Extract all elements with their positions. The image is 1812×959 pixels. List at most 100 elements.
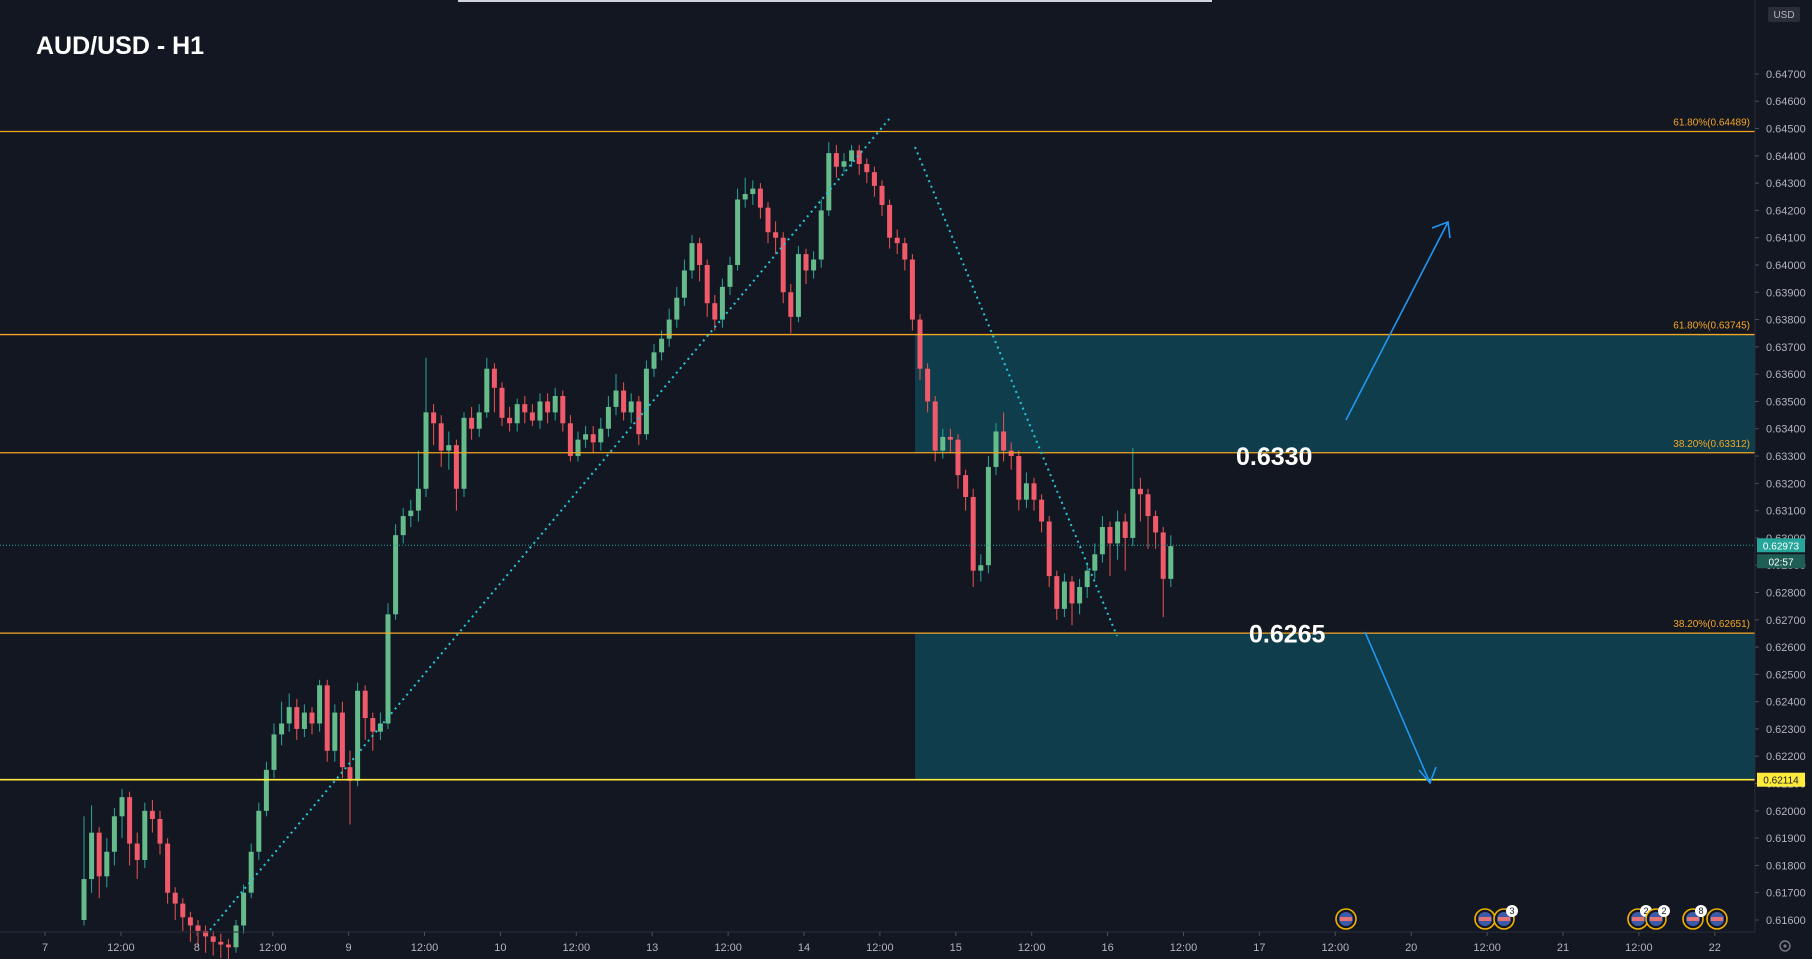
time-tick-label: 12:00 [1473,942,1501,954]
candle-body [165,843,171,893]
time-tick-label: 21 [1557,942,1569,954]
candle-body [833,153,839,167]
price-tick-label: 0.61800 [1766,860,1806,872]
candle-body [856,150,862,165]
settings-icon[interactable] [1779,940,1791,952]
candle-body [309,712,315,724]
candle-body [469,417,475,429]
candle-body [864,164,870,173]
time-tick-label: 14 [798,942,810,954]
event-count-badge [1695,905,1707,917]
trendline-down[interactable] [914,146,1118,637]
candle-body [225,944,231,948]
candle-body [537,401,543,421]
candle-body [248,851,254,893]
usd-badge-bg [1768,7,1800,22]
candle-body [81,879,87,920]
price-tick-label: 0.64000 [1766,260,1806,272]
candle-body [453,445,459,489]
arrow-up-head [1431,220,1451,239]
candle-body [415,488,421,511]
candle-body [742,194,748,200]
price-tick-label: 0.62400 [1766,697,1806,709]
candle-body [1107,526,1113,544]
candle-body [127,797,133,844]
levels-layer: 61.80%(0.64489) 61.80%(0.63745) 38.20%(0.6… [0,118,1755,781]
candle-body [795,254,801,317]
candle-body [575,439,581,457]
candle-body [1153,516,1159,533]
time-tick-label: 15 [950,942,962,954]
level-annotation: 0.6330 [1236,443,1312,471]
candle-body [96,832,102,877]
current-price-tag [1757,538,1805,553]
trendline-up[interactable] [209,117,891,931]
candle-body [583,434,589,440]
candle-body [187,917,193,926]
candle-body [218,941,224,945]
candle-body [735,199,741,265]
price-tick-label: 0.61700 [1766,888,1806,900]
usd-badge-label: USD [1773,10,1794,21]
candle-body [849,150,855,162]
arrow-down-head [1418,766,1437,785]
candle-body [613,390,619,407]
time-tick-label: 12:00 [1322,942,1350,954]
candle-body [697,243,703,265]
price-tick-label: 0.63600 [1766,369,1806,381]
candle-body [263,769,269,811]
settings-gear-hub [1783,944,1787,948]
candle-body [993,431,999,467]
level-annotation: 0.6265 [1249,620,1326,648]
time-tick-label: 8 [194,942,200,954]
arrow-down[interactable] [1364,631,1431,784]
candle-body [370,718,376,732]
candle-body [1046,521,1052,577]
candle-body [712,303,718,320]
candle-body [1054,576,1060,609]
candle-body [507,417,513,424]
candle-body [339,712,345,768]
candle-body [294,707,300,729]
time-axis[interactable]: 7 12:00 8 12:00 9 12:00 10 12:00 13 12:00 14 12:00 1… [0,931,1755,954]
candle-body [788,292,794,317]
candle-body [476,412,482,429]
price-tick-label: 0.63700 [1766,342,1806,354]
candle-body [1122,521,1128,538]
candle-body [643,368,649,435]
arrow-up[interactable] [1345,221,1449,421]
candle-body [529,412,535,421]
candle-body [940,436,946,451]
candle-body [826,153,832,211]
candle-body [180,903,186,918]
zones-layer [915,334,1755,780]
candle-body [241,892,247,926]
time-tick-label: 12:00 [259,942,287,954]
price-labels-layer: 0.62114 0.62973 02:57 [1757,538,1805,787]
candle-body [902,243,908,260]
candle-body [666,319,672,339]
events-layer: 3 2 2 8 [1335,905,1728,930]
candle-body [1092,554,1098,571]
candle-body [332,712,338,751]
candle-body [780,237,786,293]
usd-badge[interactable]: USD [1768,7,1800,22]
price-tick-label: 0.63500 [1766,396,1806,408]
candle-body [681,270,687,298]
time-tick-label: 20 [1405,942,1417,954]
candle-body [674,297,680,320]
candle-body [871,172,877,186]
candle-body [1130,488,1136,538]
candle-body [704,264,710,304]
time-tick-label: 17 [1253,942,1265,954]
time-tick-label: 12:00 [1625,942,1653,954]
candle-body [423,412,429,489]
candle-body [917,319,923,369]
candle-body [271,734,277,770]
candle-body [347,767,353,781]
candle-body [773,232,779,238]
candle-body [598,428,604,443]
price-tick-label: 0.63100 [1766,506,1806,518]
